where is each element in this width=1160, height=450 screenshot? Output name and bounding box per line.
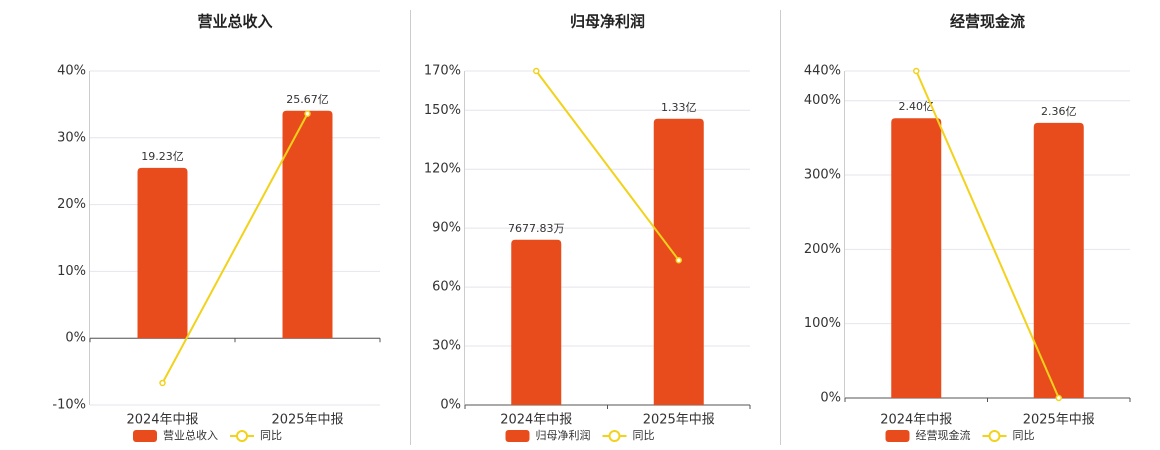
value-label: 2.36亿 [1041, 105, 1077, 118]
value-label: 7677.83万 [508, 222, 565, 235]
y-tick-label: 0% [820, 391, 841, 406]
legend-label: 同比 [260, 429, 282, 442]
y-tick-label: 90% [432, 221, 461, 236]
line-point [304, 110, 311, 118]
y-tick-label: 40% [57, 64, 86, 79]
x-tick-label: 2024年中报 [880, 413, 952, 428]
y-tick-label: 200% [804, 242, 841, 257]
y-tick-label: 10% [57, 264, 86, 279]
y-tick-label: 20% [57, 197, 86, 212]
x-tick-label: 2024年中报 [126, 413, 198, 428]
y-tick-label: 120% [424, 162, 461, 177]
x-tick-label: 2025年中报 [1023, 413, 1095, 428]
y-tick-label: 30% [432, 339, 461, 354]
legend-swatch [236, 430, 248, 442]
y-tick-label: 0% [440, 398, 461, 413]
y-tick-label: 150% [424, 103, 461, 118]
legend-swatch [885, 430, 910, 442]
y-tick-label: 60% [432, 280, 461, 295]
y-tick-label: 440% [804, 64, 841, 79]
legend-label: 营业总收入 [163, 428, 218, 442]
line [535, 70, 680, 261]
legend-swatch [133, 430, 157, 442]
bar [137, 167, 188, 339]
line-point [1055, 394, 1062, 402]
y-tick-label: 100% [804, 316, 841, 331]
legend-label: 同比 [633, 429, 655, 442]
y-tick-label: 300% [804, 168, 841, 183]
legend-label: 归母净利润 [536, 428, 591, 442]
legend-swatch [988, 430, 1001, 442]
line-point [159, 379, 166, 387]
line [161, 113, 309, 384]
value-label: 1.33亿 [661, 101, 697, 114]
value-label: 25.67亿 [286, 93, 329, 106]
y-tick-label: -10% [52, 398, 86, 413]
bar [511, 239, 562, 405]
chart-title: 归母净利润 [570, 13, 645, 31]
x-tick-label: 2024年中报 [500, 413, 572, 428]
legend-swatch [608, 430, 621, 442]
bar [282, 110, 333, 339]
y-tick-label: 30% [57, 130, 86, 145]
value-label: 19.23亿 [141, 150, 184, 163]
bar [891, 118, 942, 399]
chart-title: 营业总收入 [197, 13, 272, 31]
line-point [533, 67, 540, 75]
line-point [675, 256, 682, 264]
y-tick-label: 400% [804, 93, 841, 108]
legend-label: 同比 [1013, 429, 1035, 442]
value-label: 2.40亿 [899, 100, 935, 113]
bar [1033, 122, 1084, 398]
legend-label: 经营现金流 [916, 428, 971, 442]
y-tick-label: 0% [65, 331, 86, 346]
line [915, 70, 1060, 399]
line-point [913, 67, 920, 75]
x-tick-label: 2025年中报 [271, 413, 343, 428]
x-tick-label: 2025年中报 [643, 413, 715, 428]
chart-title: 经营现金流 [950, 13, 1025, 31]
legend-swatch [505, 430, 530, 442]
y-tick-label: 170% [424, 64, 461, 79]
